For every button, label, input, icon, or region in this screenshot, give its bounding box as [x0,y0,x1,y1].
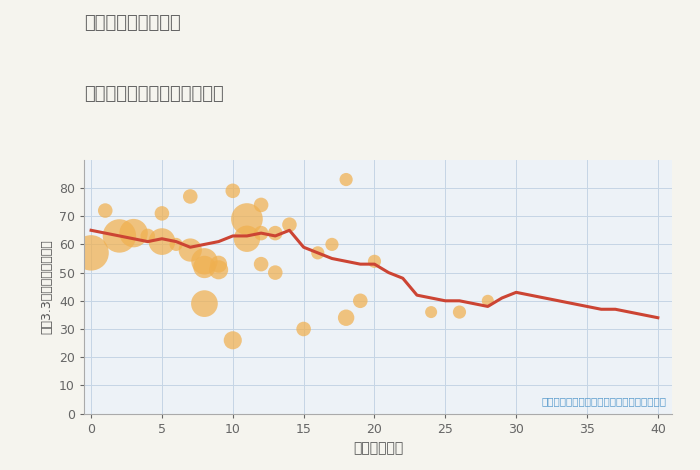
Point [340,176,351,183]
Text: 築年数別中古マンション価格: 築年数別中古マンション価格 [84,85,224,102]
Point [369,258,380,265]
Point [270,229,281,237]
Point [454,308,465,316]
Point [199,300,210,307]
Text: 円の大きさは、取引のあった物件面積を示す: 円の大きさは、取引のあった物件面積を示す [541,396,666,406]
Point [256,201,267,209]
Point [156,238,167,245]
Point [213,266,224,274]
Point [482,297,493,305]
Point [199,258,210,265]
Point [426,308,437,316]
Point [171,241,182,248]
Point [355,297,366,305]
Point [185,193,196,200]
Point [270,269,281,276]
Y-axis label: 平（3.3㎡）単価（万円）: 平（3.3㎡）単価（万円） [41,239,53,334]
Point [312,249,323,257]
Point [241,215,253,223]
Point [298,325,309,333]
Point [228,187,239,195]
Point [340,314,351,321]
Point [241,235,253,243]
Point [85,249,97,257]
Point [228,337,239,344]
Text: 三重県松阪市大足町: 三重県松阪市大足町 [84,14,181,32]
Point [284,221,295,228]
Point [213,260,224,268]
Point [326,241,337,248]
Point [256,229,267,237]
Point [128,229,139,237]
Point [142,232,153,240]
Point [199,263,210,271]
Point [256,260,267,268]
Point [185,246,196,254]
Point [99,207,111,214]
X-axis label: 築年数（年）: 築年数（年） [353,441,403,455]
Point [114,232,125,240]
Point [156,210,167,217]
